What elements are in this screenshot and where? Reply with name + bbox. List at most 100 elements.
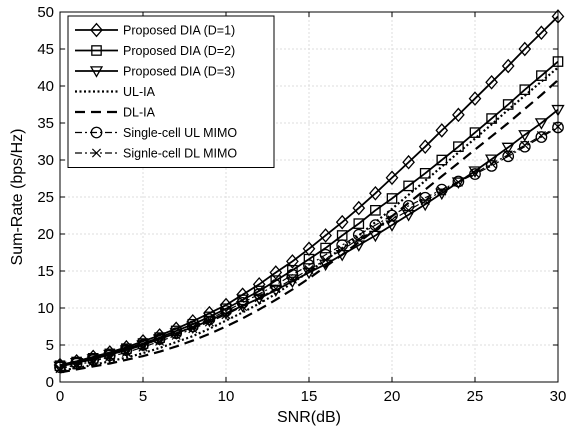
legend-label: Single-cell UL MIMO — [123, 126, 237, 140]
x-marker — [470, 168, 480, 178]
square-marker — [486, 113, 497, 124]
diamond-marker — [468, 91, 482, 106]
y-tick-label: 25 — [37, 189, 54, 206]
triangle-marker — [534, 118, 549, 130]
triangle-marker — [484, 154, 499, 167]
x-marker — [337, 244, 347, 255]
series-layer — [53, 9, 565, 374]
x-marker — [91, 148, 102, 158]
x-marker — [437, 186, 447, 196]
x-tick-label: 25 — [467, 388, 484, 405]
diamond-marker — [90, 22, 103, 38]
series-line — [59, 66, 559, 372]
x-marker — [155, 336, 165, 346]
y-tick-label: 15 — [37, 263, 54, 280]
series-line — [59, 79, 559, 374]
x-marker — [304, 264, 314, 275]
diamond-marker — [435, 123, 449, 138]
x-tick-label: 10 — [218, 388, 235, 405]
circle-marker — [253, 288, 266, 300]
x-marker — [221, 310, 231, 320]
diamond-marker — [352, 200, 366, 216]
legend-label: Proposed DIA (D=2) — [123, 44, 235, 58]
circle-marker — [70, 357, 83, 370]
series-7 — [55, 122, 563, 374]
tick-labels: 0 5 10 15 20 25 30 0 5 10 15 20 25 30 35 40 45 50 — [37, 4, 566, 405]
x-marker — [121, 347, 131, 357]
series-5 — [59, 79, 559, 374]
circle-marker — [469, 168, 481, 180]
y-tick-label: 30 — [37, 152, 54, 169]
diamond-marker — [335, 214, 349, 230]
legend-entry: UL-IA — [75, 85, 156, 99]
diamond-marker — [269, 265, 283, 280]
x-marker — [138, 342, 148, 352]
x-marker — [72, 360, 82, 370]
legend-entry: Single-cell UL MIMO — [75, 126, 237, 140]
x-tick-label: 20 — [384, 388, 401, 405]
square-marker — [91, 45, 102, 56]
diamond-marker — [452, 107, 465, 123]
circle-marker — [518, 140, 531, 153]
circle-marker — [186, 320, 199, 333]
x-marker — [453, 177, 463, 187]
triangle-marker — [468, 166, 482, 178]
circle-marker — [502, 150, 515, 163]
y-axis-title: Sum-Rate (bps/Hz) — [9, 129, 26, 266]
diamond-marker — [418, 139, 432, 154]
diamond-marker — [501, 58, 515, 74]
diamond-marker — [518, 41, 532, 57]
legend-label: UL-IA — [123, 85, 156, 99]
square-marker — [436, 154, 448, 166]
tick-marks — [59, 11, 559, 383]
x-tick-label: 15 — [301, 388, 318, 405]
y-tick-label: 20 — [37, 226, 54, 243]
legend-entry: Proposed DIA (D=3) — [75, 65, 235, 79]
legend-label: Signle-cell DL MIMO — [123, 147, 237, 161]
x-marker — [404, 205, 414, 215]
x-marker — [420, 196, 430, 206]
x-marker — [370, 225, 380, 235]
x-marker — [238, 301, 248, 312]
x-marker — [487, 159, 497, 169]
x-marker — [171, 330, 181, 340]
x-marker — [105, 352, 115, 362]
triangle-marker — [518, 130, 532, 142]
x-marker — [536, 131, 546, 141]
circle-marker — [90, 126, 103, 139]
diamond-marker — [385, 170, 399, 186]
square-marker — [303, 253, 315, 265]
square-marker — [353, 218, 365, 229]
circle-marker — [485, 160, 498, 172]
x-axis-title: SNR(dB) — [277, 409, 341, 426]
triangle-marker — [202, 315, 217, 328]
x-tick-label: 0 — [56, 388, 64, 405]
y-tick-label: 45 — [37, 41, 54, 58]
square-marker — [370, 204, 381, 216]
diamond-marker — [485, 74, 498, 90]
series-4 — [59, 66, 559, 372]
circle-marker — [452, 175, 465, 188]
diamond-marker — [319, 228, 332, 243]
x-marker — [254, 293, 264, 303]
triangle-marker — [368, 230, 383, 243]
triangle-marker — [235, 301, 250, 313]
y-tick-label: 0 — [46, 374, 54, 391]
x-marker — [188, 324, 198, 334]
y-tick-label: 50 — [37, 4, 54, 21]
square-marker — [403, 180, 414, 192]
circle-marker — [236, 296, 249, 309]
diamond-marker — [203, 305, 216, 321]
square-marker — [320, 242, 331, 254]
square-marker — [419, 167, 431, 179]
x-marker — [321, 255, 331, 265]
legend-entry: DL-IA — [75, 106, 156, 120]
x-marker — [287, 274, 297, 284]
diamond-marker — [369, 185, 382, 201]
triangle-marker — [219, 308, 233, 320]
diamond-marker — [535, 25, 548, 41]
legend-entry: Proposed DIA (D=1) — [75, 22, 235, 38]
x-marker — [503, 150, 513, 160]
diamond-marker — [286, 254, 299, 269]
circle-marker — [220, 305, 232, 317]
